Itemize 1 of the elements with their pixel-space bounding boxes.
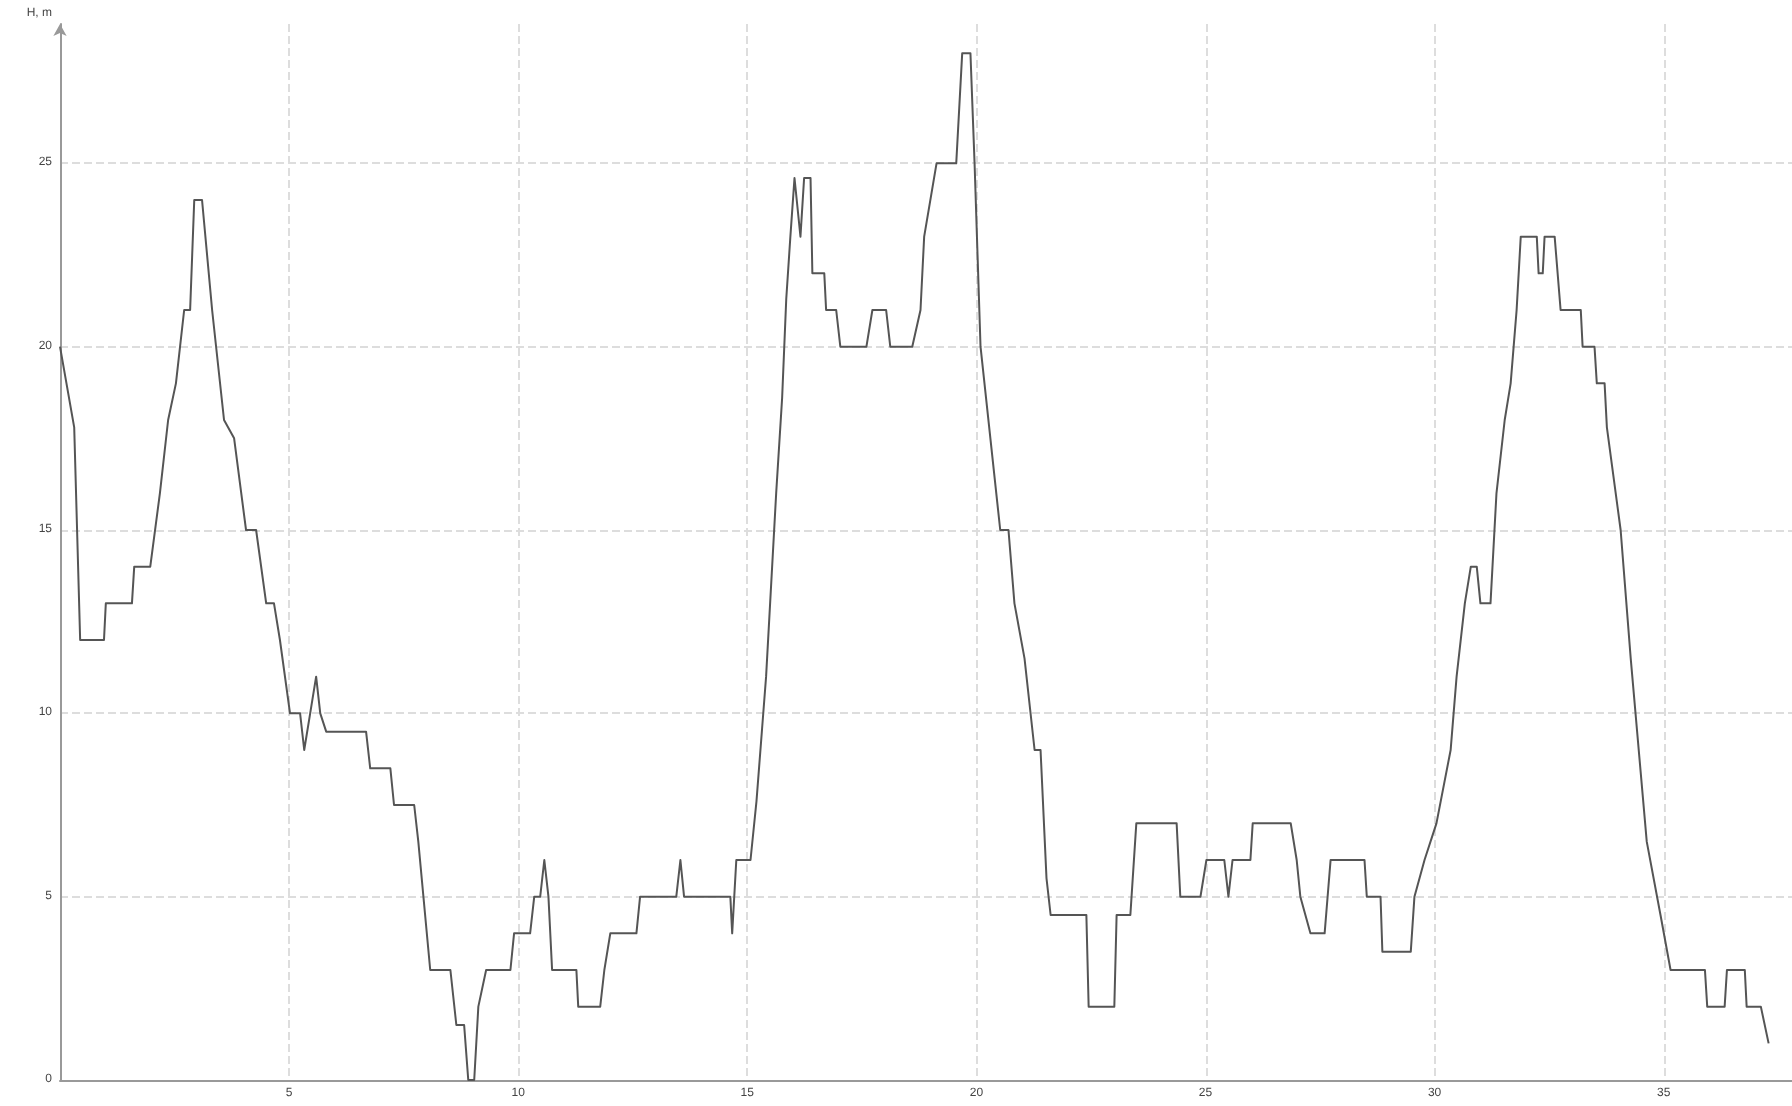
line-series [59,52,1770,1081]
